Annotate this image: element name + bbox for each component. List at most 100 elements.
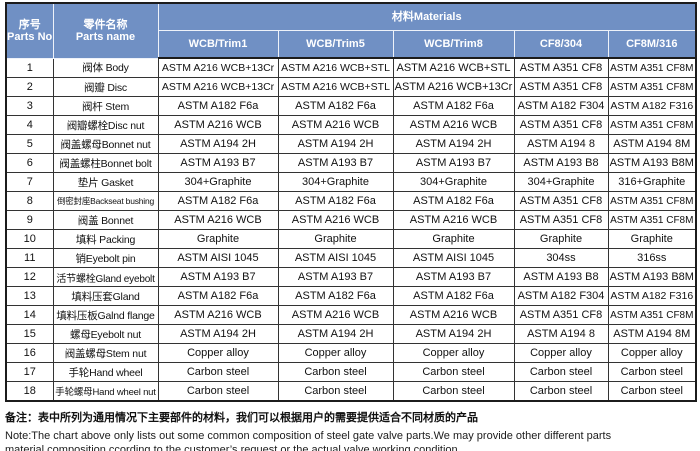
table-row: 6 阀盖螺柱Bonnet bolt ASTM A193 B7 ASTM A193… xyxy=(5,153,697,173)
material-cell-cf8-304: ASTM A182 F304 xyxy=(513,96,609,116)
material-cell-trim1: Carbon steel xyxy=(157,381,279,402)
parts-name-cell: 阀盖螺母Stem nut xyxy=(52,343,159,363)
material-cell-trim1: Carbon steel xyxy=(157,362,279,382)
header-parts-no-en: Parts No. xyxy=(7,30,53,43)
material-cell-trim1: ASTM A216 WCB+13Cr xyxy=(157,57,279,78)
material-cell-trim1: ASTM A182 F6a xyxy=(157,96,279,116)
parts-no-cell: 18 xyxy=(5,381,54,402)
material-cell-cf8m-316: ASTM A194 8M xyxy=(607,134,697,154)
material-cell-trim1: ASTM A193 B7 xyxy=(157,267,279,287)
material-cell-trim8: ASTM A194 2H xyxy=(392,134,515,154)
table-row: 3 阀杆 Stem ASTM A182 F6a ASTM A182 F6a AS… xyxy=(5,96,697,116)
material-cell-trim8: ASTM A216 WCB+STL xyxy=(392,57,515,78)
material-cell-trim8: Copper alloy xyxy=(392,343,515,363)
parts-name-cell: 手轮Hand wheel xyxy=(52,362,159,382)
table-row: 5 阀盖螺母Bonnet nut ASTM A194 2H ASTM A194 … xyxy=(5,134,697,154)
material-cell-cf8m-316: Copper alloy xyxy=(607,343,697,363)
table-row: 14 填料压板Galnd flange ASTM A216 WCB ASTM A… xyxy=(5,305,697,325)
parts-no-cell: 1 xyxy=(5,57,54,78)
material-cell-trim5: Copper alloy xyxy=(277,343,394,363)
parts-name-cell: 填料 Packing xyxy=(52,229,159,249)
parts-no-cell: 11 xyxy=(5,248,54,268)
material-cell-trim8: ASTM A216 WCB+13Cr xyxy=(392,77,515,97)
material-cell-trim5: ASTM A216 WCB xyxy=(277,115,394,135)
material-cell-trim1: ASTM A193 B7 xyxy=(157,153,279,173)
parts-no-cell: 8 xyxy=(5,191,54,211)
table-row: 10 填料 Packing Graphite Graphite Graphite… xyxy=(5,229,697,249)
material-cell-trim8: ASTM AISI 1045 xyxy=(392,248,515,268)
material-cell-cf8-304: ASTM A194 8 xyxy=(513,324,609,344)
material-cell-cf8m-316: ASTM A194 8M xyxy=(607,324,697,344)
header-parts-name-zh: 零件名称 xyxy=(83,18,128,31)
table-row: 18 手轮螺母Hand wheel nut Carbon steel Carbo… xyxy=(5,381,697,402)
parts-no-cell: 16 xyxy=(5,343,54,363)
parts-no-cell: 6 xyxy=(5,153,54,173)
material-cell-trim5: ASTM A194 2H xyxy=(277,134,394,154)
header-parts-name: 零件名称 Parts name xyxy=(52,2,159,59)
material-cell-cf8m-316: 316+Graphite xyxy=(607,172,697,192)
material-cell-cf8m-316: ASTM A193 B8M xyxy=(607,267,697,287)
parts-name-cell: 垫片 Gasket xyxy=(52,172,159,192)
header-col-wcb-trim5: WCB/Trim5 xyxy=(277,30,394,59)
parts-name-cell: 倒密封座Backseat bushing xyxy=(52,191,159,211)
material-cell-trim8: ASTM A193 B7 xyxy=(392,153,515,173)
material-cell-trim5: ASTM A216 WCB xyxy=(277,210,394,230)
material-cell-cf8m-316: Carbon steel xyxy=(607,381,697,402)
material-cell-cf8-304: ASTM A351 CF8 xyxy=(513,191,609,211)
table-row: 12 活节螺栓Gland eyebolt ASTM A193 B7 ASTM A… xyxy=(5,267,697,287)
note-line-en-2: material composition ccording to the cus… xyxy=(5,444,461,451)
table-row: 13 填料压套Gland ASTM A182 F6a ASTM A182 F6a… xyxy=(5,286,697,306)
material-cell-trim1: ASTM AISI 1045 xyxy=(157,248,279,268)
material-cell-cf8m-316: ASTM A351 CF8M xyxy=(607,210,697,230)
material-cell-cf8-304: ASTM A193 B8 xyxy=(513,153,609,173)
materials-table: 序号 Parts No. 零件名称 Parts name 材料Materials… xyxy=(5,2,698,402)
header-col-cf8m-316: CF8M/316 xyxy=(607,30,697,59)
material-cell-cf8m-316: ASTM A182 F316 xyxy=(607,96,697,116)
material-cell-trim1: ASTM A216 WCB xyxy=(157,210,279,230)
note-line-en-1: Note:The chart above only lists out some… xyxy=(5,430,612,442)
material-cell-cf8-304: ASTM A351 CF8 xyxy=(513,57,609,78)
material-cell-cf8m-316: ASTM A351 CF8M xyxy=(607,115,697,135)
note-line-zh: 备注：表中所列为通用情况下主要部件的材料，我们可以根据用户的需要提供适合不同材质… xyxy=(5,412,478,424)
material-cell-trim8: ASTM A216 WCB xyxy=(392,210,515,230)
parts-name-cell: 阀盖 Bonnet xyxy=(52,210,159,230)
parts-name-cell: 阀瓣螺栓Disc nut xyxy=(52,115,159,135)
material-cell-trim1: ASTM A216 WCB xyxy=(157,305,279,325)
material-cell-cf8m-316: ASTM A182 F316 xyxy=(607,286,697,306)
parts-no-cell: 13 xyxy=(5,286,54,306)
parts-no-cell: 2 xyxy=(5,77,54,97)
material-cell-trim5: ASTM A216 WCB xyxy=(277,305,394,325)
parts-no-cell: 9 xyxy=(5,210,54,230)
table-row: 2 阀瓣 Disc ASTM A216 WCB+13Cr ASTM A216 W… xyxy=(5,77,697,97)
material-cell-trim1: ASTM A194 2H xyxy=(157,134,279,154)
material-cell-cf8-304: ASTM A351 CF8 xyxy=(513,77,609,97)
material-cell-trim5: ASTM A216 WCB+STL xyxy=(277,77,394,97)
material-cell-trim5: Carbon steel xyxy=(277,362,394,382)
material-cell-cf8-304: ASTM A351 CF8 xyxy=(513,305,609,325)
parts-no-cell: 3 xyxy=(5,96,54,116)
material-cell-cf8-304: ASTM A193 B8 xyxy=(513,267,609,287)
parts-no-cell: 7 xyxy=(5,172,54,192)
table-row: 4 阀瓣螺栓Disc nut ASTM A216 WCB ASTM A216 W… xyxy=(5,115,697,135)
parts-name-cell: 阀瓣 Disc xyxy=(52,77,159,97)
parts-name-cell: 阀体 Body xyxy=(52,57,159,78)
parts-no-cell: 10 xyxy=(5,229,54,249)
parts-name-cell: 手轮螺母Hand wheel nut xyxy=(52,381,159,402)
table-row: 15 螺母Eyebolt nut ASTM A194 2H ASTM A194 … xyxy=(5,324,697,344)
header-col-cf8-304: CF8/304 xyxy=(513,30,609,59)
header-materials-group: 材料Materials xyxy=(157,2,697,31)
material-cell-trim5: ASTM A194 2H xyxy=(277,324,394,344)
material-cell-cf8-304: ASTM A194 8 xyxy=(513,134,609,154)
material-cell-trim8: ASTM A182 F6a xyxy=(392,191,515,211)
material-cell-cf8-304: ASTM A182 F304 xyxy=(513,286,609,306)
material-cell-trim5: ASTM A182 F6a xyxy=(277,286,394,306)
material-cell-trim1: ASTM A194 2H xyxy=(157,324,279,344)
material-cell-cf8-304: Graphite xyxy=(513,229,609,249)
header-parts-no-zh: 序号 xyxy=(18,18,41,31)
material-cell-trim1: ASTM A216 WCB xyxy=(157,115,279,135)
header-parts-no: 序号 Parts No. xyxy=(5,2,54,59)
parts-name-cell: 填料压套Gland xyxy=(52,286,159,306)
material-cell-trim5: Graphite xyxy=(277,229,394,249)
material-cell-cf8m-316: ASTM A193 B8M xyxy=(607,153,697,173)
parts-name-cell: 销Eyebolt pin xyxy=(52,248,159,268)
